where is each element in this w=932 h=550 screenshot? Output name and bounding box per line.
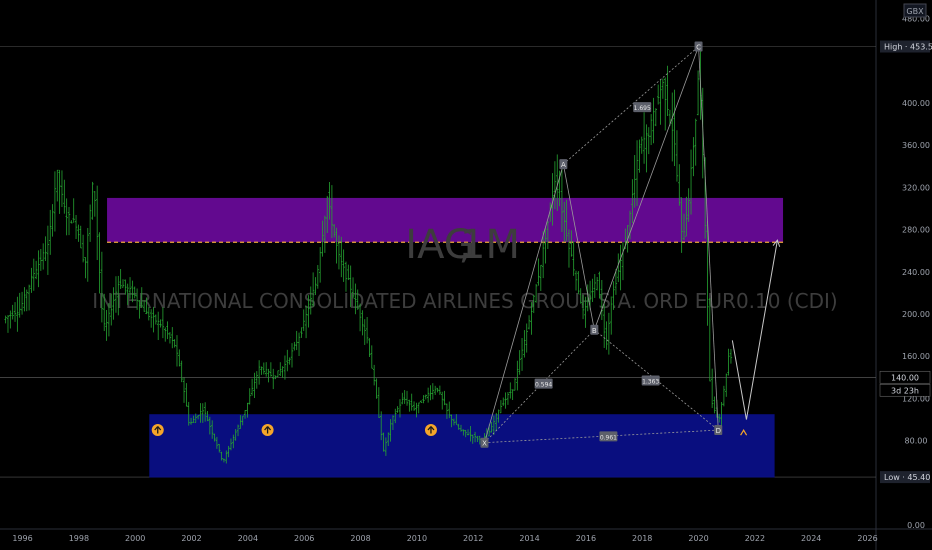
time-tick-label: 2004 <box>238 534 258 543</box>
time-tick-label: 2006 <box>294 534 314 543</box>
price-tick-label: 160.00 <box>902 352 930 361</box>
low-tag-label: Low <box>884 473 900 482</box>
time-tick-label: 2010 <box>407 534 427 543</box>
price-tick-label: 120.00 <box>902 394 930 403</box>
time-tick-label: 2014 <box>519 534 539 543</box>
watermark-interval: 1M <box>460 222 520 268</box>
watermark-name: INTERNATIONAL CONSOLIDATED AIRLINES GROU… <box>92 289 837 313</box>
harmonic-leg-AB <box>562 164 595 330</box>
time-tick-label: 2008 <box>350 534 370 543</box>
countdown-tag-bg <box>879 383 931 397</box>
drawings-layer: X A B C D 0.594 1.695 1.363 0.961 <box>151 41 781 448</box>
high-tag-value: · 453.50 <box>902 43 932 52</box>
harmonic-point-x: X <box>482 440 487 448</box>
harmonic-leg-AC <box>563 46 699 165</box>
harmonic-ratio-label: 1.363 <box>642 378 659 385</box>
up-arrow-icon <box>427 426 435 434</box>
price-tick-label: 480.00 <box>902 15 930 24</box>
harmonic-leg-BD <box>594 329 719 431</box>
time-tick-label: 2002 <box>181 534 201 543</box>
price-tags-layer: GBX High · 453.50 Low · 45.40 140.00 3d 23h <box>879 3 932 484</box>
harmonic-leg-BC <box>593 46 699 330</box>
harmonic-point-x-box <box>480 437 489 448</box>
time-tick-label: 2024 <box>801 534 821 543</box>
demand-zone <box>149 414 775 478</box>
harmonic-ratio-box <box>641 375 660 386</box>
harmonic-point-b: B <box>592 327 597 335</box>
price-tick-label: 0.00 <box>907 521 925 530</box>
watermark-separator: , <box>459 222 472 268</box>
harmonic-leg-XA <box>484 164 564 443</box>
low-tag: Low · 45.40 <box>880 471 930 484</box>
projection-path <box>731 240 778 420</box>
harmonic-ratio-box <box>534 378 553 389</box>
harmonic-ratio-label: 1.695 <box>634 105 651 112</box>
high-tag: High · 453.50 <box>880 40 932 53</box>
high-tag-label: High <box>884 43 902 52</box>
price-tick-label: 200.00 <box>902 310 930 319</box>
last-price-tag: 140.00 <box>891 373 919 382</box>
harmonic-point-b-box <box>590 324 599 335</box>
up-arrow-icon <box>154 426 162 434</box>
low-tag-value: · 45.40 <box>900 473 931 482</box>
countdown-tag: 3d 23h <box>891 386 919 395</box>
harmonic-ratio-label: 0.594 <box>535 382 552 389</box>
time-tick-label: 2012 <box>463 534 483 543</box>
currency-label: GBX <box>906 7 924 16</box>
currency-badge <box>903 3 927 18</box>
last-price-tag-bg <box>879 370 931 384</box>
high-tag-bg <box>880 40 930 53</box>
time-tick-label: 1998 <box>69 534 89 543</box>
price-tick-label: 360.00 <box>902 141 930 150</box>
harmonic-ratio-box <box>633 102 652 113</box>
price-tick-label: 280.00 <box>902 226 930 235</box>
harmonic-point-d: D <box>716 427 721 435</box>
harmonic-point-a-box <box>559 159 568 170</box>
time-tick-label: 2018 <box>632 534 652 543</box>
time-tick-label: 2020 <box>688 534 708 543</box>
time-tick-label: 1996 <box>12 534 32 543</box>
low-tag-bg <box>880 471 930 484</box>
price-tick-label: 240.00 <box>902 268 930 277</box>
supply-zone <box>107 197 784 243</box>
time-tick-label: 2000 <box>125 534 145 543</box>
zone-layer <box>107 197 784 478</box>
harmonic-point-c: C <box>696 44 701 52</box>
low-tag-text: Low · 45.40 <box>884 473 930 482</box>
axes-layer: 0.00 80.00 120.00 160.00 200.00 240.00 280.00 3… <box>12 15 930 543</box>
harmonic-point-d-box <box>714 425 723 436</box>
watermark-symbol: IAG <box>405 222 474 268</box>
time-tick-label: 2022 <box>745 534 765 543</box>
harmonic-ratio-box <box>599 431 618 442</box>
time-tick-label: 2016 <box>576 534 596 543</box>
price-tick-label: 80.00 <box>905 437 928 446</box>
caret-marker <box>740 428 748 436</box>
candles-layer <box>4 48 733 464</box>
harmonic-ratio-label: 0.961 <box>600 434 617 441</box>
price-tick-label: 320.00 <box>902 183 930 192</box>
price-tick-label: 400.00 <box>902 99 930 108</box>
harmonic-point-c-box <box>694 41 703 52</box>
high-tag-text: High · 453.50 <box>884 43 932 52</box>
harmonic-leg-CD <box>698 46 719 431</box>
harmonic-point-a: A <box>561 161 566 169</box>
projection-arrowhead <box>772 239 781 247</box>
time-tick-label: 2026 <box>857 534 877 543</box>
up-arrow-icon <box>264 426 272 434</box>
watermark: IAG , 1M INTERNATIONAL CONSOLIDATED AIRL… <box>92 222 837 313</box>
